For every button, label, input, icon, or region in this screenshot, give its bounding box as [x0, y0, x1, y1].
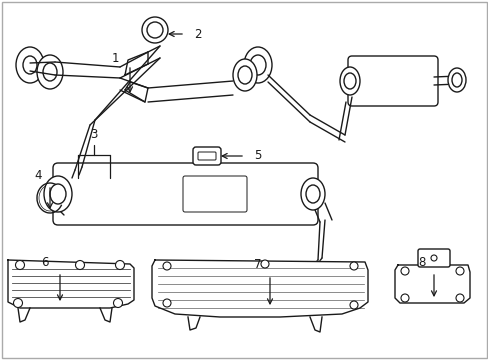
- Circle shape: [400, 267, 408, 275]
- Ellipse shape: [343, 73, 355, 89]
- Text: 2: 2: [194, 27, 202, 40]
- Polygon shape: [8, 260, 134, 308]
- Circle shape: [455, 267, 463, 275]
- Circle shape: [261, 260, 268, 268]
- Text: 3: 3: [90, 129, 98, 141]
- Circle shape: [14, 298, 22, 307]
- Ellipse shape: [244, 47, 271, 83]
- Circle shape: [400, 294, 408, 302]
- Text: 1: 1: [111, 51, 119, 64]
- Circle shape: [430, 255, 436, 261]
- Ellipse shape: [147, 22, 163, 38]
- Ellipse shape: [23, 56, 37, 74]
- Ellipse shape: [39, 185, 61, 211]
- Ellipse shape: [16, 47, 44, 83]
- Ellipse shape: [339, 67, 359, 95]
- FancyBboxPatch shape: [193, 147, 221, 165]
- Circle shape: [113, 298, 122, 307]
- Ellipse shape: [142, 17, 168, 43]
- Text: 8: 8: [417, 256, 425, 269]
- Circle shape: [349, 301, 357, 309]
- Text: 5: 5: [254, 149, 261, 162]
- Ellipse shape: [232, 59, 257, 91]
- Circle shape: [163, 299, 171, 307]
- FancyBboxPatch shape: [198, 152, 216, 160]
- Polygon shape: [394, 265, 469, 303]
- Ellipse shape: [50, 184, 66, 204]
- Circle shape: [75, 261, 84, 270]
- Ellipse shape: [447, 68, 465, 92]
- Circle shape: [16, 261, 24, 270]
- Ellipse shape: [249, 55, 265, 75]
- Ellipse shape: [37, 55, 63, 89]
- FancyBboxPatch shape: [183, 176, 246, 212]
- Ellipse shape: [43, 63, 57, 81]
- Polygon shape: [152, 260, 367, 317]
- Circle shape: [115, 261, 124, 270]
- Ellipse shape: [305, 185, 319, 203]
- FancyBboxPatch shape: [347, 56, 437, 106]
- Text: 7: 7: [254, 257, 261, 270]
- Text: 6: 6: [41, 256, 49, 269]
- Ellipse shape: [301, 178, 325, 210]
- Ellipse shape: [451, 73, 461, 87]
- Ellipse shape: [44, 176, 72, 212]
- Ellipse shape: [238, 66, 251, 84]
- FancyBboxPatch shape: [53, 163, 317, 225]
- Circle shape: [455, 294, 463, 302]
- Text: 4: 4: [34, 170, 41, 183]
- Circle shape: [163, 262, 171, 270]
- FancyBboxPatch shape: [417, 249, 449, 267]
- Circle shape: [349, 262, 357, 270]
